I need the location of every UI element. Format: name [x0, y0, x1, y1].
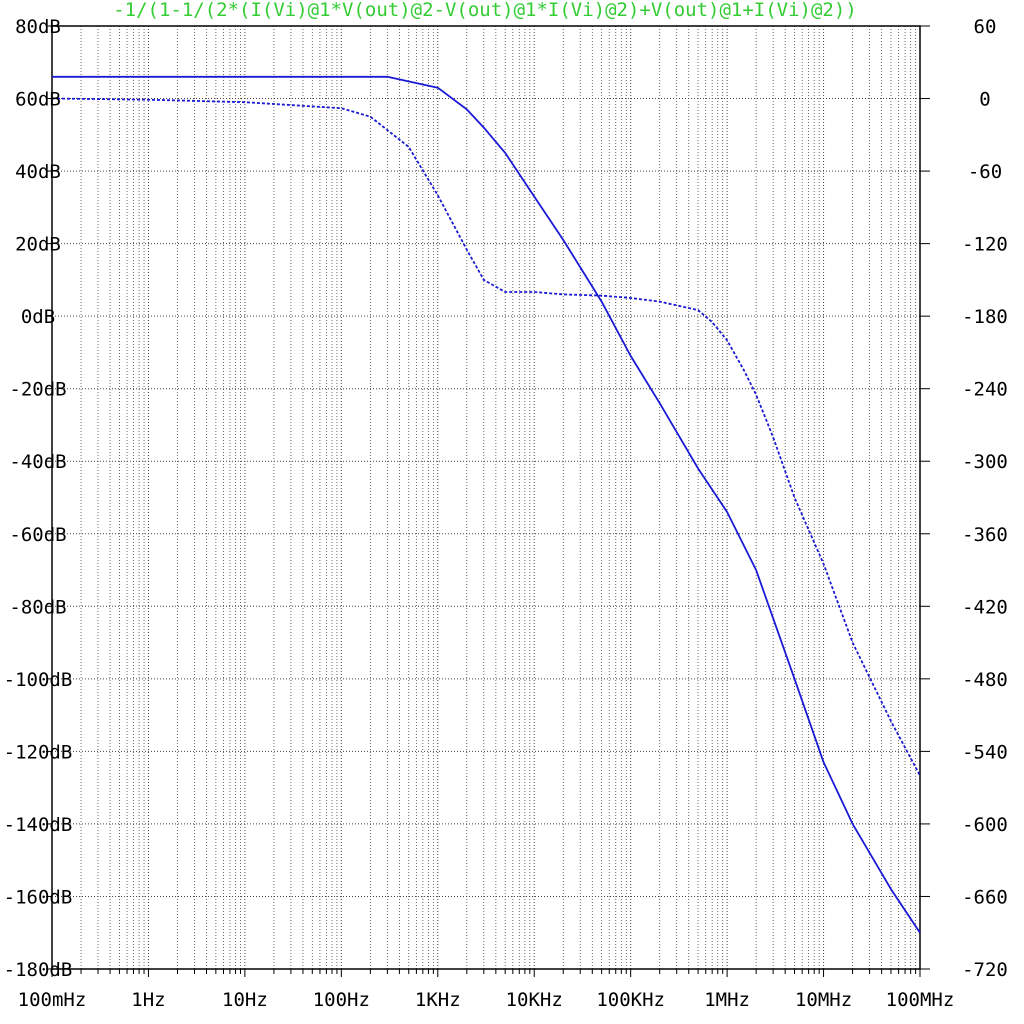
y-right-tick-label: 60	[974, 16, 997, 38]
y-left-tick-label: -20dB	[9, 379, 66, 401]
x-tick-label: 1MHz	[704, 989, 750, 1011]
chart-title: -1/(1-1/(2*(I(Vi)@1*V(out)@2-V(out)@1*I(…	[113, 0, 857, 21]
y-right-tick-label: -600	[962, 814, 1008, 836]
grid-lines	[51, 25, 921, 970]
y-right-tick-label: -420	[962, 596, 1008, 618]
series-layer	[51, 75, 921, 934]
y-left-tick-label: -60dB	[9, 524, 66, 546]
y-left-tick-label: -100dB	[4, 669, 73, 691]
y-left-tick-label: 60dB	[15, 89, 61, 111]
phase-series-line	[51, 97, 921, 777]
y-right-tick-label: -480	[962, 669, 1008, 691]
y-right-tick-label: -60	[968, 161, 1002, 183]
y-left-tick-label: -160dB	[4, 886, 73, 908]
x-tick-label: 1KHz	[415, 989, 461, 1011]
y-left-tick-label: -180dB	[4, 959, 73, 981]
y-left-tick-label: 80dB	[15, 16, 61, 38]
magnitude-series-line	[52, 75, 921, 934]
y-right-tick-label: -360	[962, 524, 1008, 546]
y-right-tick-label: -660	[962, 886, 1008, 908]
y-right-tick-label: -240	[962, 379, 1008, 401]
y-left-tick-label: 40dB	[15, 161, 61, 183]
tick-marks	[46, 25, 930, 977]
y-right-tick-label: -540	[962, 741, 1008, 763]
x-tick-label: 100KHz	[596, 989, 665, 1011]
x-tick-label: 10Hz	[222, 989, 268, 1011]
y-left-tick-label: 20dB	[15, 234, 61, 256]
y-left-tick-label: -120dB	[4, 741, 73, 763]
y-right-tick-label: 0	[979, 89, 990, 111]
plot-frame	[51, 25, 921, 970]
y-left-tick-label: -80dB	[9, 596, 66, 618]
y-right-tick-label: -120	[962, 234, 1008, 256]
x-tick-label: 10MHz	[795, 989, 852, 1011]
y-right-tick-label: -300	[962, 451, 1008, 473]
y-right-tick-label: -180	[962, 306, 1008, 328]
x-tick-label: 100Hz	[313, 989, 370, 1011]
y-left-tick-label: 0dB	[21, 306, 55, 328]
x-tick-label: 1Hz	[131, 989, 165, 1011]
y-left-tick-label: -140dB	[4, 814, 73, 836]
y-left-tick-label: -40dB	[9, 451, 66, 473]
x-tick-label: 100MHz	[886, 989, 955, 1011]
x-tick-label: 100mHz	[18, 989, 87, 1011]
x-tick-label: 10KHz	[506, 989, 563, 1011]
y-right-tick-label: -720	[962, 959, 1008, 981]
tick-labels: 80dB 60dB 40dB 20dB 0dB -20dB -40dB -60dB -80dB -…	[4, 16, 1008, 1011]
